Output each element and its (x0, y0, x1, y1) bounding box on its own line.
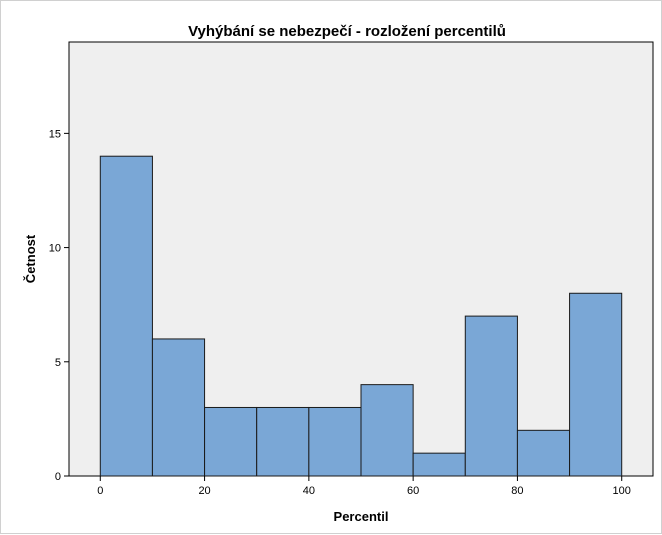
x-tick-label-3: 60 (407, 485, 419, 497)
y-tick-label-0: 0 (55, 471, 61, 483)
y-tick-label-1: 5 (55, 357, 61, 369)
histogram-bar-3 (256, 406, 310, 477)
y-tick-label-3: 15 (49, 128, 61, 140)
axes-group: 0 20 40 60 80 100 0 5 10 15 (49, 128, 631, 497)
histogram-bar-4 (308, 406, 362, 477)
x-tick-label-5: 100 (613, 485, 631, 497)
x-tick-label-0: 0 (97, 485, 103, 497)
histogram-bar-6 (412, 452, 466, 477)
y-axis-title: Četnost (23, 234, 38, 283)
histogram-bar-9 (569, 292, 623, 477)
histogram-bar-1 (151, 338, 206, 477)
histogram-bar-8 (516, 429, 571, 477)
histogram-bar-2 (204, 406, 258, 477)
histogram-bar-7 (464, 315, 518, 477)
bars-group (99, 155, 623, 477)
y-tick-label-2: 10 (49, 243, 61, 255)
histogram-bar-5 (360, 384, 414, 477)
histogram-bar-0 (99, 155, 153, 477)
chart-title: Vyhýbání se nebezpečí - rozložení percen… (188, 23, 506, 40)
x-tick-label-2: 40 (303, 485, 315, 497)
x-tick-label-4: 80 (511, 485, 523, 497)
x-tick-label-1: 20 (198, 485, 210, 497)
x-axis-title: Percentil (334, 509, 389, 524)
